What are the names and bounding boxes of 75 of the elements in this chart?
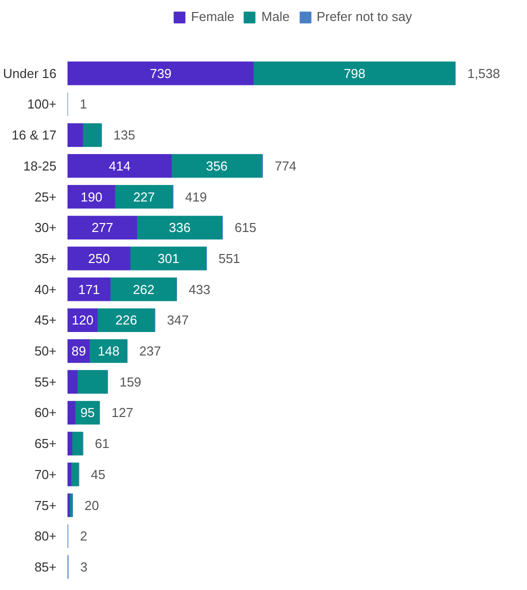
data-label: 120 (72, 312, 94, 328)
legend-label: Prefer not to say (316, 9, 412, 24)
data-label: 250 (88, 250, 110, 266)
bar (68, 184, 116, 209)
y-tick-label: 18-25 (23, 158, 56, 174)
legend-label: Female (191, 9, 234, 24)
data-label: 262 (132, 282, 155, 297)
total-label: 237 (139, 344, 161, 359)
data-label: 226 (115, 312, 138, 328)
bar (68, 400, 76, 425)
legend-label: Male (261, 9, 290, 24)
data-label: 95 (80, 405, 95, 420)
data-label: 336 (168, 220, 191, 236)
bar (68, 123, 84, 147)
bar (110, 278, 177, 302)
total-label: 1,538 (467, 66, 500, 81)
bar (172, 154, 262, 178)
bar (68, 62, 254, 86)
total-label: 551 (218, 250, 240, 266)
data-label: 171 (78, 282, 100, 297)
total-label: 615 (234, 220, 256, 236)
total-label: 774 (274, 158, 296, 174)
total-label: 3 (80, 559, 88, 574)
data-label: 148 (98, 344, 120, 359)
y-tick-label: 80+ (34, 528, 57, 544)
bar (68, 246, 131, 270)
data-label: 277 (92, 220, 114, 236)
total-label: 1 (80, 96, 87, 112)
data-label: 227 (133, 189, 155, 204)
data-label: 414 (108, 158, 131, 174)
y-tick-label: Under 16 (3, 66, 57, 81)
bar (115, 184, 173, 209)
y-tick-label: 25+ (34, 189, 57, 204)
total-label: 159 (120, 374, 142, 390)
bar (98, 308, 156, 332)
y-tick-label: 55+ (34, 374, 57, 390)
bar (72, 432, 84, 456)
total-label: 433 (188, 282, 210, 297)
y-tick-label: 85+ (34, 559, 57, 574)
total-label: 127 (112, 405, 134, 420)
bar (68, 216, 138, 240)
bar (137, 216, 222, 240)
total-label: 347 (167, 312, 189, 328)
total-label: 135 (114, 128, 136, 143)
bar (78, 370, 108, 394)
total-label: 20 (84, 498, 100, 513)
data-label: 89 (71, 344, 86, 359)
y-tick-label: 40+ (34, 282, 57, 297)
bar (68, 154, 172, 178)
bar (90, 339, 128, 363)
y-tick-label: 30+ (34, 220, 57, 236)
total-label: 45 (90, 466, 106, 482)
y-tick-label: 75+ (34, 498, 57, 513)
data-label: 190 (80, 189, 102, 204)
y-tick-label: 100+ (27, 96, 57, 112)
bar (68, 278, 111, 302)
y-tick-label: 70+ (34, 466, 57, 482)
y-tick-label: 65+ (34, 436, 57, 452)
total-label: 2 (80, 528, 88, 544)
data-label: 301 (158, 250, 180, 266)
data-label: 356 (206, 158, 228, 174)
bar (254, 62, 456, 86)
total-label: 61 (94, 436, 110, 452)
bar (82, 123, 102, 147)
bar (68, 370, 78, 394)
y-tick-label: 60+ (34, 405, 57, 420)
total-label: 419 (185, 189, 207, 204)
y-tick-label: 35+ (34, 250, 57, 266)
data-label: 798 (344, 66, 366, 81)
y-tick-label: 45+ (34, 312, 57, 328)
y-tick-label: 16 & 17 (12, 128, 57, 143)
data-label: 739 (150, 66, 172, 81)
y-tick-label: 50+ (34, 344, 57, 359)
bar (130, 246, 207, 270)
bar (71, 462, 80, 486)
